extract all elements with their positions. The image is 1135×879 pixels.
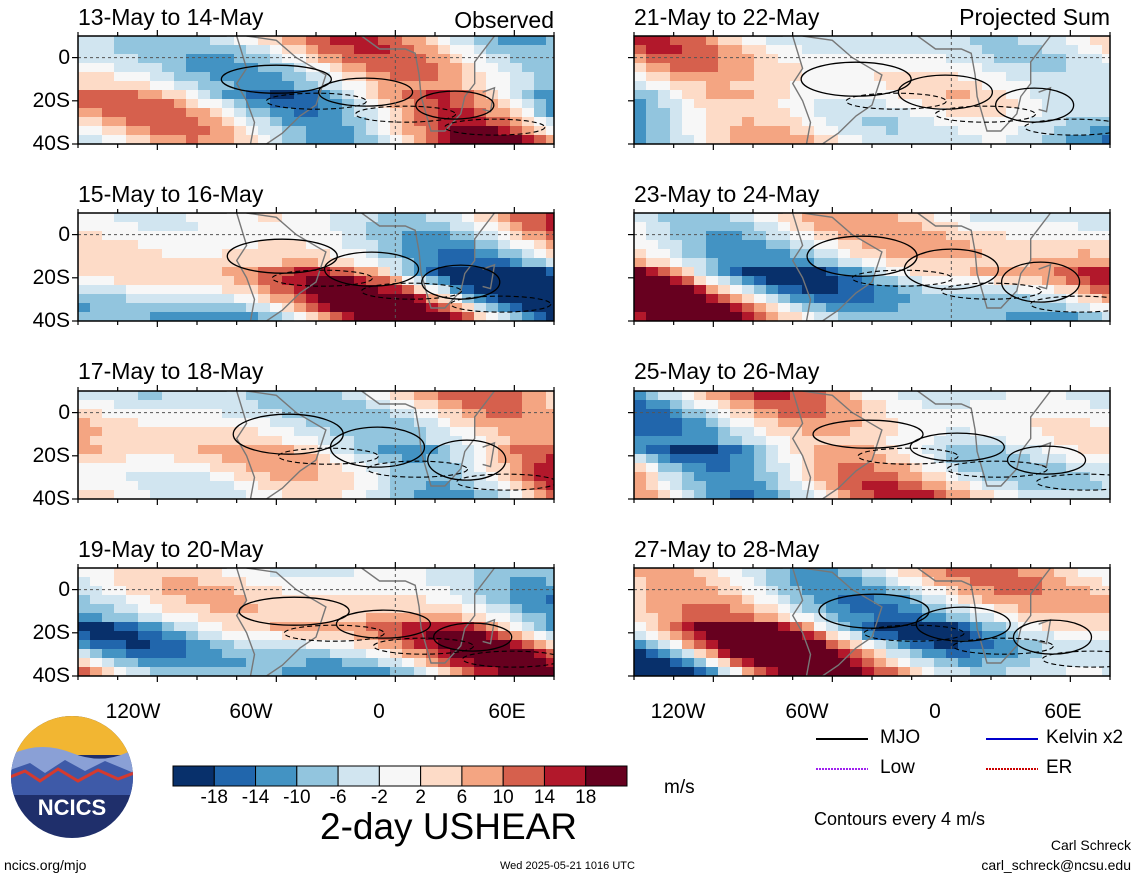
y-tick-label: 20S — [32, 443, 70, 467]
map-panel-3 — [72, 562, 555, 682]
timestamp: Wed 2025-05-21 1016 UTC — [500, 860, 635, 872]
colorbar — [172, 765, 628, 787]
legend-label-er: ER — [1046, 757, 1073, 778]
y-tick-label: 20S — [32, 620, 70, 644]
y-tick-label: 0 — [58, 400, 70, 424]
colorbar-tick-label: 14 — [533, 787, 556, 808]
colorbar-swatch — [502, 765, 545, 787]
x-tick-label: 60E — [1044, 700, 1082, 723]
map-panel-7 — [628, 562, 1111, 682]
observed-header: Observed — [454, 7, 554, 33]
x-tick-label: 60E — [488, 700, 526, 723]
y-tick-label: 40S — [32, 664, 70, 687]
x-tick-label: 0 — [929, 700, 941, 723]
colorbar-swatch — [296, 765, 339, 787]
legend-label-mjo: MJO — [880, 727, 921, 748]
y-tick-label: 0 — [58, 45, 70, 69]
map-panel-5 — [628, 207, 1111, 327]
colorbar-swatch — [378, 765, 422, 787]
colorbar-swatch — [543, 765, 587, 787]
projected-header: Projected Sum — [959, 4, 1110, 30]
colorbar-swatch — [420, 765, 463, 787]
panel-title: 15-May to 16-May — [78, 181, 264, 207]
colorbar-swatch — [337, 765, 380, 787]
panel-title: 21-May to 22-May — [634, 4, 820, 30]
colorbar-tick-label: 2 — [415, 787, 426, 808]
panel-title: 23-May to 24-May — [634, 181, 820, 207]
y-tick-label: 40S — [32, 487, 70, 510]
legend-swatch-mjo — [816, 738, 868, 740]
logo-text: NCICS — [38, 795, 106, 820]
legend-swatch-er — [986, 768, 1038, 770]
author: Carl Schreck — [1050, 837, 1131, 853]
x-tick-label: 120W — [105, 700, 161, 723]
colorbar-swatch — [255, 765, 298, 787]
legend-label-low: Low — [880, 757, 915, 778]
legend-label-kelvin: Kelvin x2 — [1046, 727, 1124, 748]
y-tick-label: 20S — [32, 265, 70, 289]
chart-title: 2-day USHEAR — [320, 806, 578, 847]
site-link[interactable]: ncics.org/mjo — [4, 857, 87, 873]
colorbar-swatch — [172, 765, 215, 787]
colorbar-tick-label: -10 — [283, 787, 311, 808]
map-panel-1 — [72, 207, 555, 327]
colorbar-tick-label: -14 — [241, 787, 270, 808]
panel-title: 27-May to 28-May — [634, 536, 820, 562]
y-tick-label: 0 — [58, 577, 70, 601]
panel-title: 25-May to 26-May — [634, 358, 820, 384]
legend-swatch-kelvin — [986, 738, 1038, 740]
colorbar-tick-label: -6 — [329, 787, 347, 808]
colorbar-tick-label: 10 — [492, 787, 514, 808]
contour-note: Contours every 4 m/s — [814, 809, 986, 829]
map-panel-6 — [628, 385, 1111, 505]
colorbar-tick-label: -18 — [200, 787, 228, 808]
y-tick-label: 40S — [32, 309, 70, 332]
y-tick-label: 0 — [58, 222, 70, 246]
map-panel-2 — [72, 385, 555, 505]
colorbar-swatch — [461, 765, 504, 787]
map-panel-0 — [72, 30, 555, 150]
colorbar-tick-label: -2 — [370, 787, 388, 808]
colorbar-tick-label: 18 — [575, 787, 597, 808]
colorbar-tick-label: 6 — [456, 787, 468, 808]
colorbar-swatch — [213, 765, 257, 787]
x-tick-label: 0 — [373, 700, 385, 723]
y-tick-label: 40S — [32, 132, 70, 155]
panel-title: 17-May to 18-May — [78, 358, 264, 384]
map-panel-4 — [628, 30, 1111, 150]
legend-swatch-low — [816, 768, 868, 770]
x-tick-label: 60W — [785, 700, 829, 723]
email[interactable]: carl_schreck@ncsu.edu — [981, 857, 1131, 873]
units-label: m/s — [664, 777, 695, 798]
panel-title: 13-May to 14-May — [78, 4, 264, 30]
x-tick-label: 60W — [229, 700, 273, 723]
y-tick-label: 20S — [32, 88, 70, 112]
x-tick-label: 120W — [650, 700, 706, 723]
panel-title: 19-May to 20-May — [78, 536, 264, 562]
ncics-logo: NCICS — [11, 716, 133, 838]
colorbar-swatch — [585, 765, 628, 787]
